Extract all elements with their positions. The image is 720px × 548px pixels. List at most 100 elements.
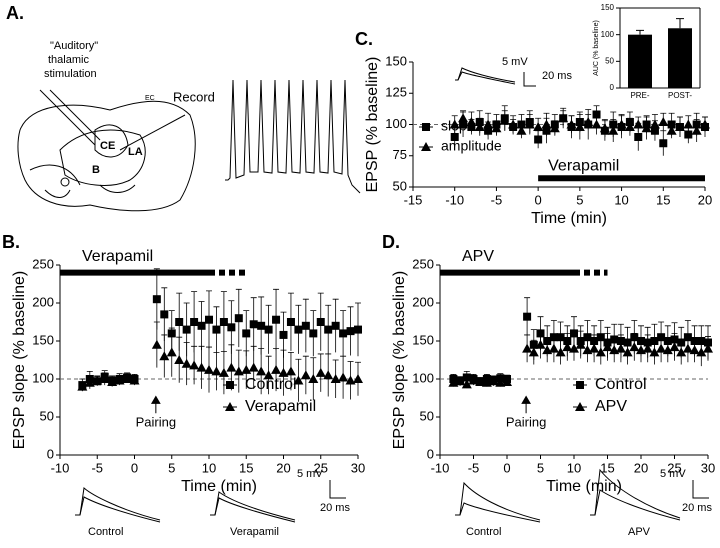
marker — [99, 374, 110, 383]
marker — [129, 375, 140, 385]
marker — [354, 325, 362, 334]
marker — [114, 375, 125, 385]
marker — [534, 135, 543, 144]
marker — [219, 318, 228, 326]
y-tick-label: 50 — [605, 56, 614, 65]
marker — [331, 321, 340, 330]
error-bar — [636, 29, 644, 35]
marker — [309, 329, 318, 338]
marker — [599, 123, 610, 133]
y-tick-label: 100 — [32, 370, 54, 385]
x-tick-label: 0 — [131, 460, 138, 475]
x-tick-label: 10 — [567, 460, 581, 475]
x-tick-label: 20 — [698, 192, 712, 207]
region-label: CE — [100, 140, 115, 152]
x-tick-label: 20 — [276, 460, 290, 475]
marker — [339, 329, 348, 338]
marker — [204, 364, 214, 374]
x-tick-label: 30 — [351, 460, 365, 475]
region-label: B — [92, 164, 100, 176]
marker — [421, 142, 431, 151]
x-tick-label: POST- — [668, 91, 692, 100]
y-axis-label: AUC (% baseline) — [593, 20, 600, 76]
marker — [218, 367, 229, 377]
spike-trace — [225, 79, 361, 194]
marker — [345, 375, 356, 385]
x-tick-label: -5 — [91, 460, 103, 475]
marker — [257, 321, 266, 330]
y-axis-label: EPSP slope (% baseline) — [11, 271, 28, 449]
marker — [629, 342, 640, 352]
marker — [522, 343, 533, 353]
marker — [346, 327, 355, 336]
marker — [533, 122, 544, 131]
marker — [569, 343, 579, 353]
y-tick-label: 50 — [393, 178, 407, 193]
marker — [278, 367, 289, 377]
marker — [516, 125, 527, 135]
region-label: EC — [145, 95, 155, 102]
marker — [703, 343, 713, 353]
x-tick-label: -10 — [431, 460, 450, 475]
y-tick-label: 75 — [393, 147, 407, 162]
x-tick-label: 10 — [614, 192, 628, 207]
marker — [286, 318, 295, 326]
x-tick-label: PRE- — [630, 91, 649, 100]
x-tick-label: -5 — [468, 460, 480, 475]
marker — [696, 347, 707, 357]
marker — [181, 358, 192, 368]
y-tick-label: 0 — [47, 446, 54, 461]
marker — [226, 362, 237, 372]
marker — [151, 339, 162, 349]
y-tick-label: 100 — [385, 116, 407, 131]
y-tick-label: 100 — [601, 30, 615, 39]
y-tick-label: 200 — [32, 294, 54, 309]
marker — [684, 130, 693, 139]
x-tick-label: 0 — [503, 460, 510, 475]
x-tick-label: 5 — [537, 460, 544, 475]
marker — [634, 133, 643, 141]
marker — [666, 125, 677, 135]
marker — [662, 345, 673, 355]
epsp-trace — [75, 67, 709, 523]
marker — [524, 119, 535, 129]
pairing-arrow — [521, 395, 531, 414]
legend-label: Verapamil — [245, 398, 316, 415]
marker — [256, 366, 267, 376]
x-axis-label: Time (min) — [181, 478, 257, 495]
marker — [338, 372, 349, 382]
marker — [682, 343, 693, 353]
error-bar — [676, 18, 684, 29]
marker — [576, 381, 584, 389]
marker — [616, 119, 627, 129]
x-tick-label: -15 — [404, 192, 423, 207]
stim-label: stimulation — [44, 68, 97, 80]
marker — [608, 125, 619, 135]
marker — [499, 115, 510, 125]
y-tick-label: 150 — [32, 332, 54, 347]
marker — [330, 374, 341, 383]
y-tick-label: 200 — [412, 294, 434, 309]
marker — [166, 347, 177, 357]
legend-label: Control — [595, 376, 647, 393]
marker — [308, 374, 319, 383]
marker — [272, 315, 281, 324]
marker — [556, 333, 565, 342]
trace-label: APV — [628, 526, 651, 538]
y-tick-label: 250 — [32, 256, 54, 271]
y-tick-label: 0 — [427, 446, 434, 461]
marker — [502, 377, 512, 387]
marker — [226, 381, 234, 389]
marker — [122, 374, 133, 383]
marker — [300, 370, 311, 380]
marker — [558, 113, 569, 123]
marker — [483, 119, 494, 129]
x-tick-label: 15 — [239, 460, 253, 475]
marker — [233, 366, 244, 376]
y-tick-label: 150 — [385, 53, 407, 68]
marker — [575, 339, 586, 349]
marker — [676, 347, 687, 357]
marker — [495, 377, 506, 387]
marker — [468, 375, 479, 385]
